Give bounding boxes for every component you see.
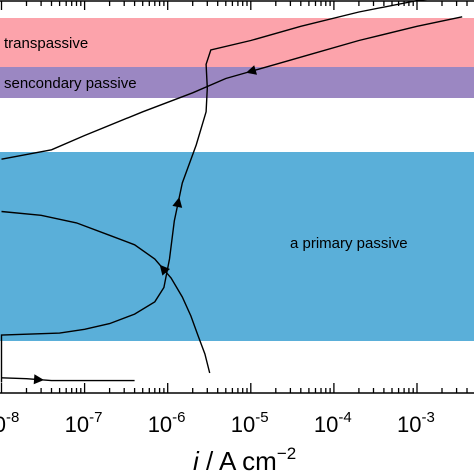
series-arrow-1 bbox=[159, 264, 170, 276]
x-tick-label: 10-3 bbox=[397, 409, 435, 437]
region-secondary-passive bbox=[0, 67, 474, 98]
series-arrow-4 bbox=[246, 65, 257, 75]
x-axis-ticks bbox=[0, 1, 468, 393]
series-line-4 bbox=[1, 16, 463, 160]
region-primary-passive bbox=[0, 152, 474, 341]
x-tick-label: 10-4 bbox=[314, 409, 352, 437]
x-axis-title-exponent: −2 bbox=[277, 444, 296, 463]
x-tick-label: 10-7 bbox=[65, 409, 103, 437]
series-line-3 bbox=[0, 0, 428, 383]
x-axis-title-variable: i bbox=[193, 446, 200, 474]
x-tick-label: 10-8 bbox=[0, 409, 19, 437]
x-axis-tick-labels: 10-8 10-7 10-6 10-5 10-4 10-3 bbox=[0, 409, 435, 437]
x-tick-label: 10-6 bbox=[148, 409, 186, 437]
x-tick-label: 10-5 bbox=[231, 409, 269, 437]
x-axis-title-unit: / A cm bbox=[199, 446, 277, 474]
x-axis-title: i / A cm−2 bbox=[193, 444, 296, 474]
region-label-secondary-passive: sencondary passive bbox=[4, 75, 137, 92]
series-arrow-3 bbox=[172, 197, 183, 208]
data-series-group bbox=[0, 0, 463, 385]
region-label-transpassive: transpassive bbox=[4, 35, 88, 52]
series-arrow-2 bbox=[33, 374, 44, 385]
series-line-2 bbox=[1, 377, 135, 382]
region-transpassive bbox=[0, 18, 474, 67]
region-label-primary-passive: a primary passive bbox=[290, 235, 408, 252]
